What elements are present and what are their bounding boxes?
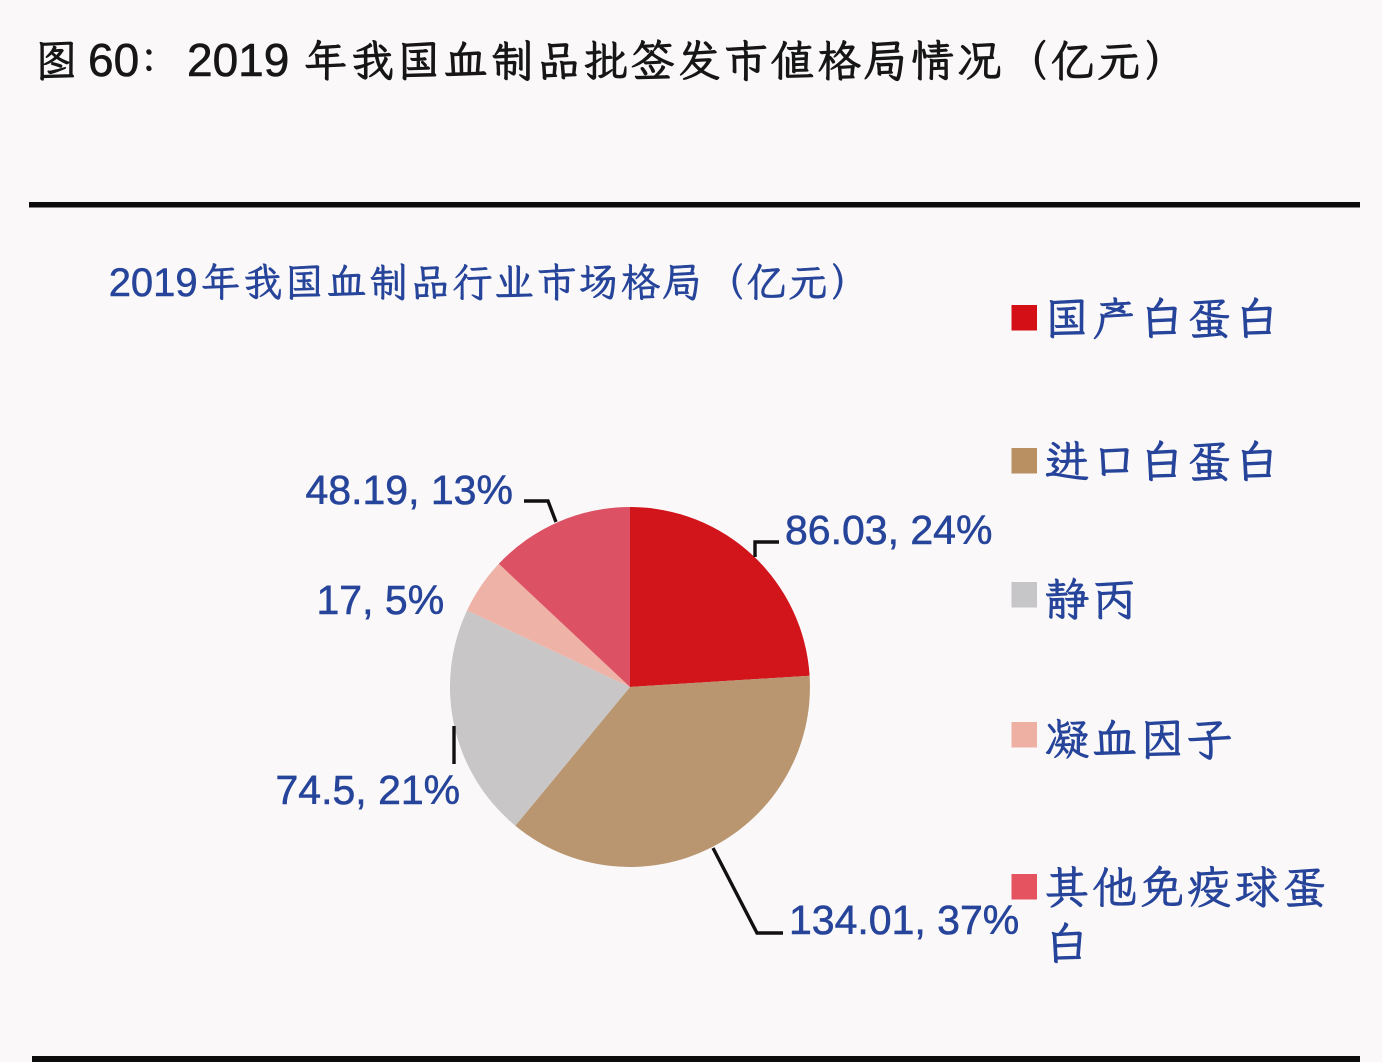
svg-text:60: 60 bbox=[88, 34, 139, 86]
svg-text:2019: 2019 bbox=[109, 261, 198, 305]
svg-text:74.5, 21%: 74.5, 21% bbox=[276, 767, 461, 813]
svg-text:2019: 2019 bbox=[187, 34, 289, 86]
svg-text:86.03, 24%: 86.03, 24% bbox=[785, 507, 992, 553]
svg-text:48.19, 13%: 48.19, 13% bbox=[306, 467, 513, 513]
svg-text:134.01, 37%: 134.01, 37% bbox=[789, 897, 1019, 943]
svg-text:17, 5%: 17, 5% bbox=[317, 577, 445, 623]
